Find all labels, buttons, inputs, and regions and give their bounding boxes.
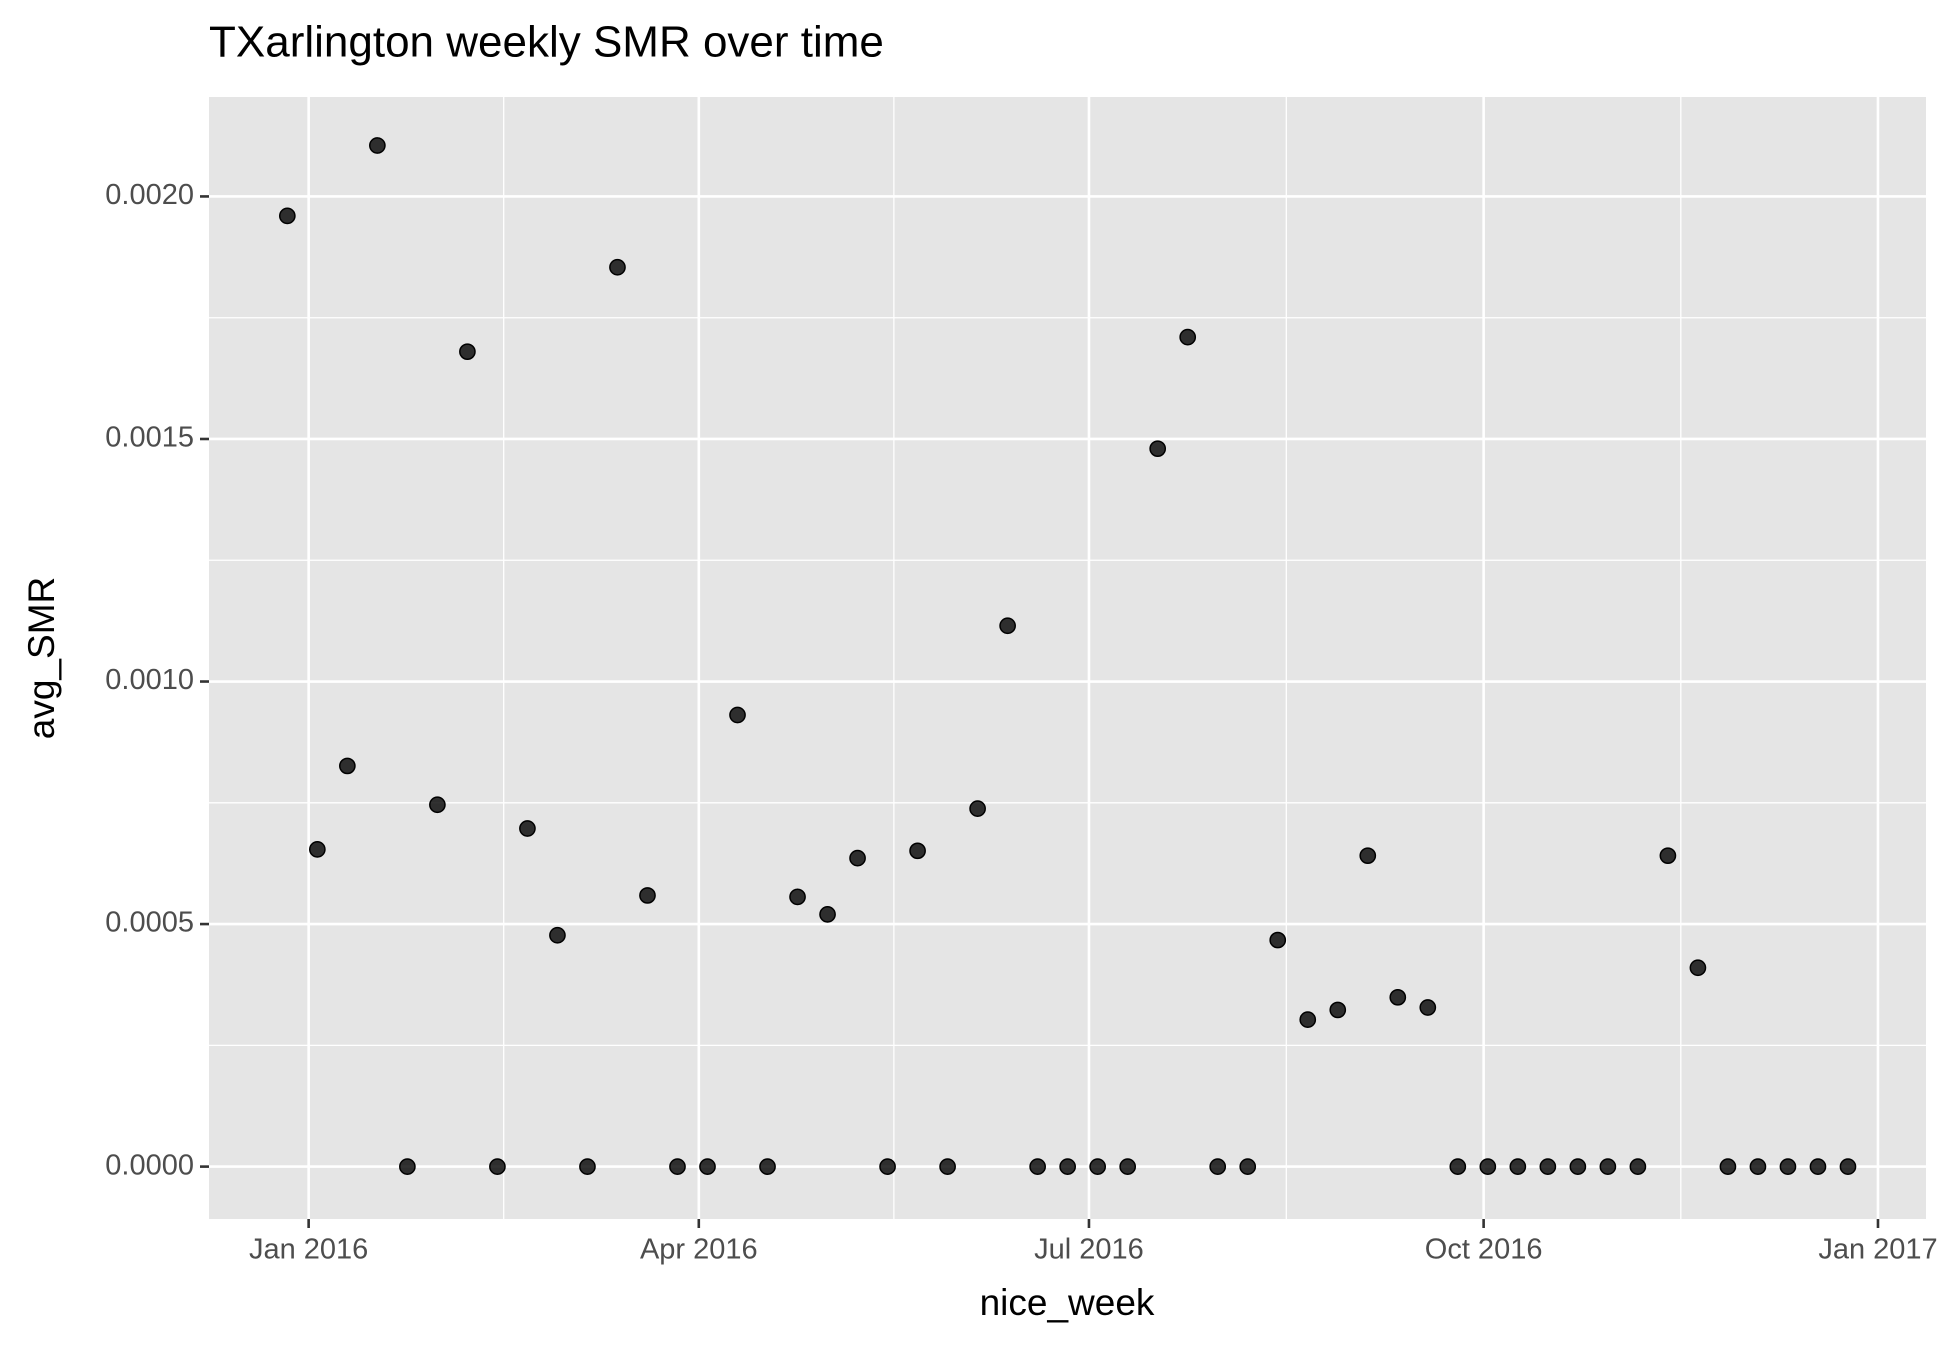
point [1389, 988, 1407, 1006]
point [1779, 1158, 1797, 1175]
point [1539, 1158, 1557, 1175]
point [429, 796, 446, 814]
point [789, 888, 806, 906]
point [1689, 959, 1707, 977]
y-tick-label: 0.0020 [105, 179, 194, 211]
point [1119, 1158, 1137, 1175]
point [1479, 1158, 1497, 1175]
x-axis-title: nice_week [980, 1282, 1155, 1323]
point [489, 1158, 506, 1175]
point [1329, 1001, 1347, 1019]
point [1719, 1158, 1737, 1175]
point [519, 820, 536, 837]
point [1809, 1158, 1827, 1175]
point [729, 706, 746, 724]
point [399, 1158, 416, 1175]
point [339, 757, 356, 775]
point [669, 1158, 686, 1175]
point [1299, 1011, 1317, 1028]
point [1089, 1158, 1107, 1175]
x-tick-label: Apr 2016 [640, 1234, 758, 1266]
point [909, 842, 926, 860]
point [1839, 1158, 1857, 1175]
x-tick-label: Oct 2016 [1425, 1234, 1543, 1266]
point [879, 1158, 896, 1175]
x-tick-label: Jul 2016 [1034, 1234, 1144, 1266]
point [1749, 1158, 1767, 1175]
point [819, 906, 836, 923]
point [579, 1158, 596, 1175]
point [1419, 999, 1437, 1016]
point [369, 137, 386, 154]
point [939, 1158, 956, 1175]
point [999, 617, 1016, 635]
y-tick-label: 0.0010 [105, 664, 194, 696]
y-axis-title: avg_SMR [21, 577, 62, 739]
point [549, 926, 566, 944]
y-tick-label: 0.0000 [105, 1149, 194, 1181]
point [1149, 440, 1167, 458]
point [609, 258, 626, 276]
point [699, 1158, 716, 1175]
point [1659, 847, 1677, 865]
point [1449, 1158, 1467, 1175]
point [849, 849, 866, 867]
point [1029, 1158, 1046, 1175]
point [1509, 1158, 1527, 1175]
point [759, 1158, 776, 1175]
point [1359, 847, 1377, 865]
point [1059, 1158, 1077, 1175]
point [459, 343, 476, 361]
point [278, 207, 296, 225]
point [308, 841, 326, 858]
chart-title: TXarlington weekly SMR over time [209, 18, 884, 67]
point [969, 800, 986, 817]
point [1179, 328, 1197, 346]
y-tick-label: 0.0005 [105, 907, 194, 939]
point [1599, 1158, 1617, 1175]
point [1239, 1158, 1257, 1175]
plot-panel [209, 97, 1926, 1219]
point [639, 887, 656, 904]
y-tick-label: 0.0015 [105, 422, 194, 454]
x-tick-label: Jan 2017 [1818, 1234, 1937, 1266]
point [1629, 1158, 1647, 1175]
point [1209, 1158, 1227, 1175]
x-tick-label: Jan 2016 [249, 1234, 368, 1266]
point [1569, 1158, 1587, 1175]
point [1269, 931, 1287, 949]
